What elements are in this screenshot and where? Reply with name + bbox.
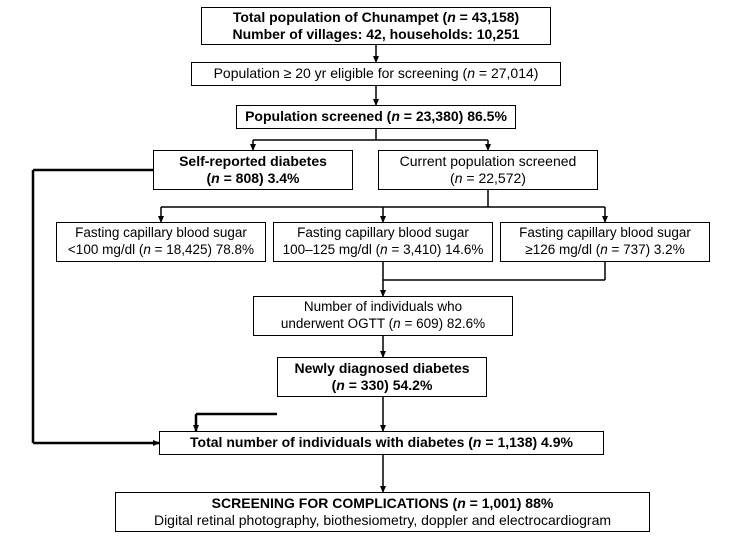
node-n10: Newly diagnosed diabetes(n = 330) 54.2% [277, 357, 487, 397]
node-n11: Total number of individuals with diabete… [159, 431, 604, 455]
node-n5: Current population screened(n = 22,572) [378, 150, 598, 190]
node-n6: Fasting capillary blood sugar<100 mg/dl … [56, 222, 266, 262]
node-n4: Self-reported diabetes(n = 808) 3.4% [153, 150, 353, 190]
node-n7: Fasting capillary blood sugar100–125 mg/… [273, 222, 493, 262]
node-n3: Population screened (n = 23,380) 86.5% [236, 105, 516, 129]
node-n9: Number of individuals whounderwent OGTT … [253, 296, 513, 336]
node-n2: Population ≥ 20 yr eligible for screenin… [191, 62, 561, 86]
node-n1: Total population of Chunampet (n = 43,15… [201, 7, 551, 45]
flowchart-root: Total population of Chunampet (n = 43,15… [0, 0, 748, 553]
node-n8: Fasting capillary blood sugar≥126 mg/dl … [500, 222, 710, 262]
node-n12: SCREENING FOR COMPLICATIONS (n = 1,001) … [115, 492, 650, 532]
